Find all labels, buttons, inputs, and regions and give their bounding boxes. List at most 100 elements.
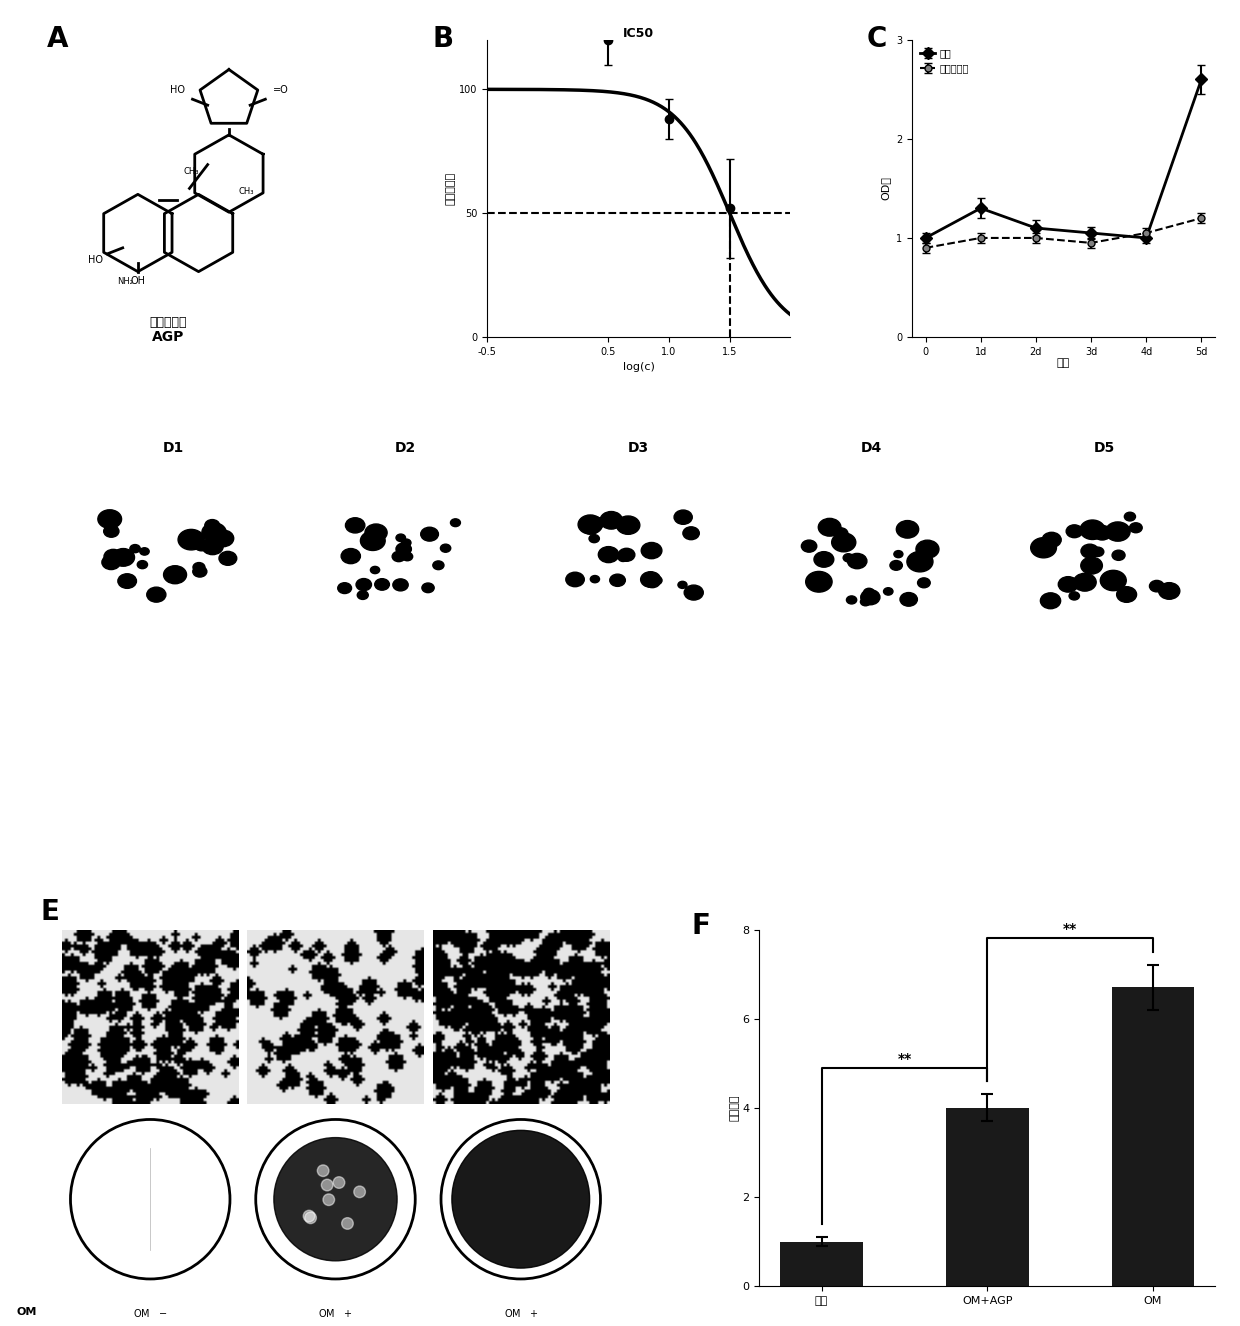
Circle shape xyxy=(801,540,817,552)
Circle shape xyxy=(357,591,368,599)
Text: F: F xyxy=(691,912,709,940)
Circle shape xyxy=(396,542,412,556)
Circle shape xyxy=(589,534,599,542)
Polygon shape xyxy=(67,496,279,626)
Circle shape xyxy=(1069,591,1080,599)
Circle shape xyxy=(645,575,660,587)
Circle shape xyxy=(813,552,833,568)
Circle shape xyxy=(402,538,410,546)
Text: A: A xyxy=(47,25,68,53)
Bar xyxy=(1111,988,1194,1286)
Text: OH: OH xyxy=(130,276,145,285)
Circle shape xyxy=(202,538,223,554)
Text: **: ** xyxy=(898,1052,911,1066)
Circle shape xyxy=(140,548,149,556)
Circle shape xyxy=(353,1185,366,1197)
Circle shape xyxy=(1158,582,1179,599)
Circle shape xyxy=(102,556,120,570)
Circle shape xyxy=(346,517,365,533)
Circle shape xyxy=(112,549,134,566)
Title: D4: D4 xyxy=(861,442,882,455)
Circle shape xyxy=(1130,522,1142,533)
Circle shape xyxy=(440,544,451,552)
Circle shape xyxy=(305,1212,316,1224)
Polygon shape xyxy=(765,724,978,792)
Circle shape xyxy=(1092,525,1111,540)
Circle shape xyxy=(678,581,687,589)
Text: OM   $-$: OM $-$ xyxy=(133,1307,167,1319)
Circle shape xyxy=(392,552,405,562)
Circle shape xyxy=(195,540,208,550)
Text: B: B xyxy=(433,25,454,53)
Circle shape xyxy=(202,522,226,542)
Circle shape xyxy=(683,526,699,540)
Y-axis label: OD値: OD値 xyxy=(880,176,890,200)
Text: 穿心莲内酯: 穿心莲内酯 xyxy=(150,316,187,329)
Text: OM   $+$: OM $+$ xyxy=(503,1307,538,1319)
Circle shape xyxy=(863,589,874,597)
Circle shape xyxy=(861,590,880,605)
Circle shape xyxy=(365,524,387,541)
Text: NH₂: NH₂ xyxy=(117,277,133,285)
Title: D3: D3 xyxy=(627,442,650,455)
Circle shape xyxy=(104,525,119,537)
Circle shape xyxy=(1106,522,1130,541)
Circle shape xyxy=(590,575,599,582)
Polygon shape xyxy=(89,716,263,798)
Circle shape xyxy=(578,514,603,534)
Circle shape xyxy=(104,549,123,564)
Text: E: E xyxy=(41,898,60,926)
Text: CH₃: CH₃ xyxy=(238,187,253,196)
Circle shape xyxy=(894,550,903,558)
Circle shape xyxy=(1030,537,1056,558)
Circle shape xyxy=(342,1217,353,1229)
Circle shape xyxy=(616,516,640,534)
Circle shape xyxy=(1125,512,1136,521)
Circle shape xyxy=(1117,586,1137,602)
Circle shape xyxy=(918,578,930,587)
Circle shape xyxy=(833,528,848,540)
Circle shape xyxy=(322,1193,335,1205)
Circle shape xyxy=(1058,577,1078,593)
Circle shape xyxy=(337,582,352,594)
Circle shape xyxy=(1149,581,1164,591)
Y-axis label: 相对于对照: 相对于对照 xyxy=(446,172,456,206)
Circle shape xyxy=(832,533,856,552)
Circle shape xyxy=(393,579,408,591)
Circle shape xyxy=(396,534,405,541)
Circle shape xyxy=(610,574,625,586)
Circle shape xyxy=(1042,532,1061,548)
Circle shape xyxy=(582,520,599,534)
Polygon shape xyxy=(1014,725,1204,798)
Circle shape xyxy=(98,509,122,528)
Polygon shape xyxy=(532,485,745,626)
Polygon shape xyxy=(546,721,745,797)
Circle shape xyxy=(422,583,434,593)
Circle shape xyxy=(334,1176,345,1188)
Circle shape xyxy=(651,575,662,585)
Title: D2: D2 xyxy=(396,442,417,455)
X-axis label: 时间: 时间 xyxy=(1056,358,1070,369)
Circle shape xyxy=(818,518,841,536)
X-axis label: log(c): log(c) xyxy=(622,362,655,373)
Circle shape xyxy=(433,561,444,570)
Circle shape xyxy=(619,554,627,561)
Circle shape xyxy=(1092,548,1104,557)
Circle shape xyxy=(843,554,853,562)
Circle shape xyxy=(361,530,386,550)
Text: HO: HO xyxy=(88,255,103,265)
Circle shape xyxy=(192,566,207,577)
Text: C: C xyxy=(867,25,887,53)
Circle shape xyxy=(219,552,237,565)
Circle shape xyxy=(1066,525,1083,537)
Text: =O: =O xyxy=(273,85,289,95)
Legend: 对照, 穿心莲内酯: 对照, 穿心莲内酯 xyxy=(916,45,973,77)
Circle shape xyxy=(890,561,903,570)
Circle shape xyxy=(356,578,372,590)
Circle shape xyxy=(274,1138,397,1261)
Circle shape xyxy=(600,512,622,529)
Circle shape xyxy=(146,587,166,602)
Circle shape xyxy=(847,553,867,569)
Text: CH₃: CH₃ xyxy=(184,167,198,175)
Circle shape xyxy=(179,529,205,550)
